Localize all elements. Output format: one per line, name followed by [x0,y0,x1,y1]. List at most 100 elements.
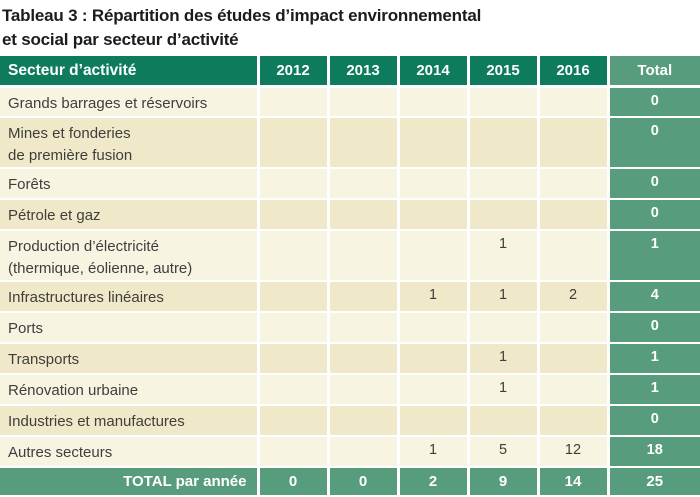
sector-cell: Mines et fonderies de première fusion [0,117,260,169]
year-cell [328,117,400,169]
year-cell [468,199,540,231]
year-cell [538,343,610,375]
year-cell [538,86,610,118]
year-cell: 1 [398,436,470,468]
year-cell [328,405,400,437]
year-cell: 1 [468,230,540,282]
year-cell [328,374,400,406]
year-cell [538,405,610,437]
table-row: Ports 0 [0,312,700,344]
column-header-sector: Secteur d’activité [0,56,260,88]
total-cell: 0 [608,199,700,231]
year-cell [398,343,470,375]
total-cell: 0 [608,117,700,169]
footer-row: TOTAL par année 0 0 2 9 14 25 [0,467,700,495]
sector-cell: Industries et manufactures [0,405,260,437]
year-cell [258,405,330,437]
year-cell: 1 [398,281,470,313]
total-cell: 18 [608,436,700,468]
table-row: Infrastructures linéaires 1 1 2 4 [0,281,700,313]
sector-cell: Rénovation urbaine [0,374,260,406]
year-cell: 2 [538,281,610,313]
year-cell [468,86,540,118]
year-cell [398,374,470,406]
year-cell [258,312,330,344]
year-cell [468,312,540,344]
year-cell [468,117,540,169]
column-header-2012: 2012 [258,56,330,88]
year-cell: 1 [468,374,540,406]
year-cell [258,168,330,200]
column-header-2013: 2013 [328,56,400,88]
footer-label: TOTAL par année [0,467,260,495]
table-row: Grands barrages et réservoirs 0 [0,86,700,118]
total-cell: 4 [608,281,700,313]
table-row: Production d’électricité (thermique, éol… [0,230,700,282]
year-cell [398,86,470,118]
total-cell: 1 [608,374,700,406]
sector-cell: Infrastructures linéaires [0,281,260,313]
sector-cell: Forêts [0,168,260,200]
year-cell [398,230,470,282]
year-cell [538,374,610,406]
table-row: Rénovation urbaine 1 1 [0,374,700,406]
year-cell: 1 [468,343,540,375]
year-cell [258,117,330,169]
year-cell [468,168,540,200]
table-row: Forêts 0 [0,168,700,200]
total-cell: 1 [608,230,700,282]
footer-year-cell: 0 [258,467,330,495]
year-cell [398,117,470,169]
total-cell: 0 [608,168,700,200]
sector-cell: Pétrole et gaz [0,199,260,231]
total-cell: 1 [608,343,700,375]
footer-total-cell: 25 [608,467,700,495]
column-header-2016: 2016 [538,56,610,88]
year-cell: 5 [468,436,540,468]
year-cell [258,374,330,406]
page-title: Tableau 3 : Répartition des études d’imp… [2,6,482,49]
footer-year-cell: 14 [538,467,610,495]
year-cell [538,117,610,169]
year-cell [258,281,330,313]
table-row: Pétrole et gaz 0 [0,199,700,231]
year-cell [328,281,400,313]
sector-cell: Production d’électricité (thermique, éol… [0,230,260,282]
column-header-2015: 2015 [468,56,540,88]
total-cell: 0 [608,312,700,344]
column-header-total: Total [608,56,700,88]
year-cell [398,312,470,344]
footer-year-cell: 9 [468,467,540,495]
footer-year-cell: 2 [398,467,470,495]
year-cell: 12 [538,436,610,468]
year-cell [538,199,610,231]
year-cell [328,86,400,118]
year-cell: 1 [468,281,540,313]
year-cell [398,405,470,437]
column-header-2014: 2014 [398,56,470,88]
table-row: Transports 1 1 [0,343,700,375]
year-cell [328,230,400,282]
year-cell [258,86,330,118]
sector-cell: Autres secteurs [0,436,260,468]
year-cell [328,199,400,231]
year-cell [328,436,400,468]
year-cell [538,312,610,344]
header-row: Secteur d’activité 2012 2013 2014 2015 2… [0,56,700,88]
year-cell [328,343,400,375]
sector-cell: Transports [0,343,260,375]
year-cell [258,343,330,375]
year-cell [398,168,470,200]
impact-studies-table: Secteur d’activité 2012 2013 2014 2015 2… [0,56,700,495]
year-cell [328,168,400,200]
table-row: Industries et manufactures 0 [0,405,700,437]
year-cell [258,230,330,282]
table-row: Autres secteurs 1 5 12 18 [0,436,700,468]
footer-year-cell: 0 [328,467,400,495]
sector-cell: Grands barrages et réservoirs [0,86,260,118]
total-cell: 0 [608,405,700,437]
sector-cell: Ports [0,312,260,344]
year-cell [258,436,330,468]
year-cell [538,168,610,200]
table-row: Mines et fonderies de première fusion 0 [0,117,700,169]
